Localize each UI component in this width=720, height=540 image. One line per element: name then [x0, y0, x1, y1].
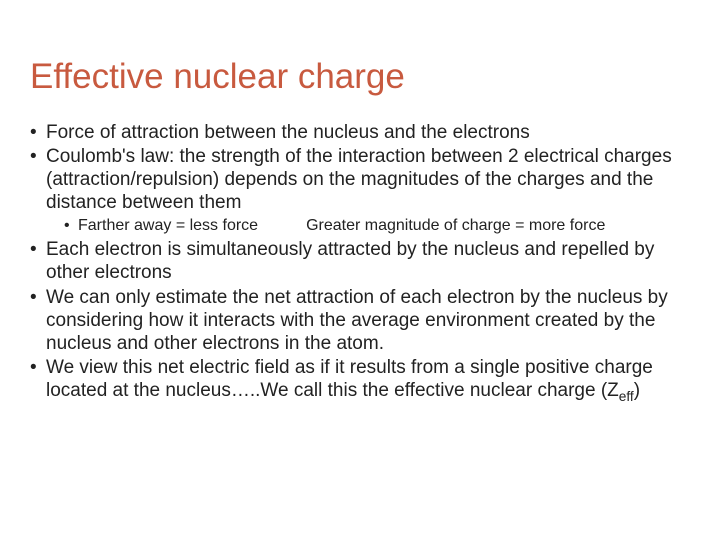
sub-bullet-list: Farther away = less force Greater magnitu…	[46, 216, 690, 236]
bullet-item: Force of attraction between the nucleus …	[30, 121, 690, 144]
bullet-list: Force of attraction between the nucleus …	[30, 121, 690, 403]
bullet-item: Each electron is simultaneously attracte…	[30, 238, 690, 284]
bullet-item: We view this net electric field as if it…	[30, 356, 690, 402]
bullet-text: Coulomb's law: the strength of the inter…	[46, 146, 672, 213]
subscript-eff: eff	[619, 389, 634, 404]
slide: Effective nuclear charge Force of attrac…	[0, 0, 720, 540]
sub-bullet-item: Farther away = less force Greater magnitu…	[64, 216, 690, 236]
bullet-text-pre: We view this net electric field as if it…	[46, 357, 653, 401]
bullet-text-post: )	[634, 380, 640, 401]
slide-title: Effective nuclear charge	[30, 58, 690, 97]
sub-bullet-text-a: Farther away = less force	[78, 217, 258, 234]
sub-bullet-text-b: Greater magnitude of charge = more force	[306, 217, 605, 234]
bullet-item: We can only estimate the net attraction …	[30, 286, 690, 356]
bullet-item: Coulomb's law: the strength of the inter…	[30, 145, 690, 237]
